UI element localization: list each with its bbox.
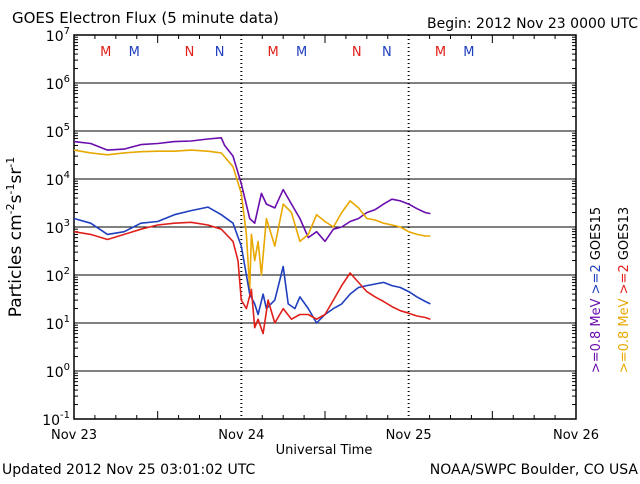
time-marker-label: M: [268, 45, 279, 60]
y-axis-label-sup1: -2: [4, 203, 17, 214]
y-tick-label: 106: [46, 74, 70, 93]
y-tick-label: 101: [46, 314, 70, 333]
time-marker-label: M: [296, 45, 307, 60]
legend-goes15-08mev: >=0.8 MeV: [589, 298, 604, 373]
time-marker-label: M: [129, 45, 140, 60]
y-tick-label: 107: [46, 26, 70, 45]
legend-goes15-2mev: >=2: [589, 264, 604, 298]
x-tick-label: Nov 24: [218, 428, 264, 443]
x-tick-label: Nov 25: [386, 428, 432, 443]
time-marker-label: N: [215, 45, 225, 60]
y-axis-label-sup2: -1: [4, 184, 17, 195]
plot-frame: [73, 34, 577, 420]
series-line: [73, 149, 431, 291]
y-tick-label: 104: [46, 170, 70, 189]
legend-goes13-label: GOES13: [617, 207, 632, 264]
y-tick-label: 10-1: [42, 410, 70, 429]
time-marker-label: N: [382, 45, 392, 60]
time-marker-label: M: [435, 45, 446, 60]
credit: NOAA/SWPC Boulder, CO USA: [430, 462, 639, 478]
time-marker-label: M: [100, 45, 111, 60]
legend-goes13: >=0.8 MeV >=2 GOES13: [617, 207, 632, 373]
y-axis-label-main: Particles cm: [6, 214, 26, 317]
time-marker-label: N: [352, 45, 362, 60]
y-tick-label: 102: [46, 266, 70, 285]
x-tick-label: Nov 23: [51, 428, 97, 443]
x-axis-label: Universal Time: [276, 443, 373, 458]
legend-goes13-08mev: >=0.8 MeV: [617, 298, 632, 373]
y-tick-label: 100: [46, 362, 70, 381]
begin-date: Begin: 2012 Nov 23 0000 UTC: [427, 16, 638, 32]
y-axis-label: Particles cm-2s-1sr-1: [4, 157, 26, 318]
series-line: [73, 221, 431, 335]
series-line: [73, 137, 431, 243]
y-axis-label-sup3: -1: [4, 157, 17, 168]
time-marker-label: N: [185, 45, 195, 60]
legend-goes13-2mev: >=2: [617, 264, 632, 298]
y-tick-label: 105: [46, 122, 70, 141]
y-tick-label: 103: [46, 218, 70, 237]
time-marker-label: M: [463, 45, 474, 60]
series-line: [73, 206, 431, 324]
chart-title: GOES Electron Flux (5 minute data): [12, 9, 279, 27]
legend-goes15-label: GOES15: [589, 207, 604, 264]
y-axis-label-mid1: s: [6, 194, 26, 203]
y-axis-label-mid2: sr: [6, 168, 26, 184]
x-tick-label: Nov 26: [553, 428, 599, 443]
updated-timestamp: Updated 2012 Nov 25 03:01:02 UTC: [2, 462, 255, 478]
legend-goes15: >=0.8 MeV >=2 GOES15: [589, 207, 604, 373]
